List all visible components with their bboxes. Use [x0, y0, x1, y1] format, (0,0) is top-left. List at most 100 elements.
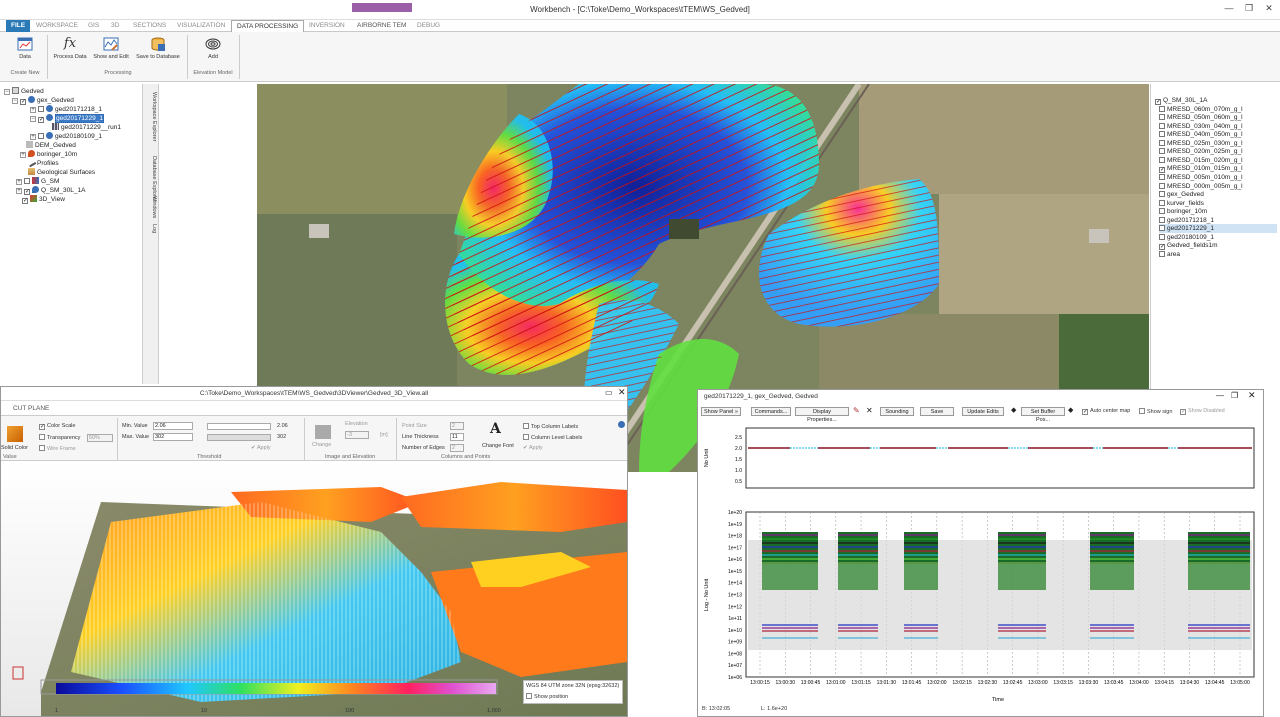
- help-icon[interactable]: [618, 421, 625, 428]
- layer-checkbox[interactable]: [1159, 182, 1165, 189]
- tree-item-boringer[interactable]: + boringer_10m: [20, 150, 77, 159]
- tree-item-profiles[interactable]: Profiles: [26, 157, 59, 168]
- collapse-icon[interactable]: −: [30, 116, 36, 122]
- wire-frame-option[interactable]: Wire Frame: [39, 445, 76, 452]
- transparency-select[interactable]: 50%: [87, 434, 113, 442]
- close-3d-icon[interactable]: ✕: [618, 387, 626, 397]
- layer-item[interactable]: MRESD_025m_030m_g_l: [1159, 139, 1243, 148]
- layer-item[interactable]: MRESD_050m_060m_g_l: [1159, 113, 1243, 122]
- add-elevation-model-button[interactable]: Add: [200, 36, 226, 60]
- delete-icon[interactable]: ✕: [866, 406, 873, 415]
- show-position-checkbox[interactable]: [526, 693, 532, 699]
- layer-item[interactable]: MRESD_010m_015m_g_l: [1159, 164, 1243, 174]
- layer-checkbox[interactable]: [1159, 216, 1165, 223]
- layer-checkbox[interactable]: [1159, 105, 1165, 112]
- layer-item[interactable]: Q_SM_30L_1A: [1155, 96, 1207, 105]
- tree-item-ged20171218[interactable]: + ged20171218_1: [30, 105, 102, 114]
- tree-checkbox[interactable]: [22, 198, 28, 204]
- point-size-input[interactable]: 2: [450, 422, 464, 430]
- layer-checkbox[interactable]: [1159, 173, 1165, 180]
- layer-item[interactable]: MRESD_000m_005m_g_l: [1159, 182, 1243, 191]
- minimize-button[interactable]: —: [1224, 3, 1234, 13]
- layer-item[interactable]: gex_Gedved: [1159, 190, 1204, 199]
- tab-file[interactable]: FILE: [6, 20, 31, 32]
- show-sign-checkbox[interactable]: [1139, 408, 1145, 414]
- tree-checkbox[interactable]: [24, 189, 30, 195]
- tab-debug[interactable]: DEBUG: [417, 22, 441, 29]
- previous-icon[interactable]: ◆: [1011, 407, 1017, 414]
- elevation-input[interactable]: -3: [345, 431, 369, 439]
- layer-item[interactable]: MRESD_060m_070m_g_l: [1159, 105, 1243, 114]
- tree-checkbox[interactable]: [38, 133, 44, 139]
- number-of-edges-input[interactable]: 2: [450, 444, 464, 452]
- layer-checkbox[interactable]: [1159, 167, 1165, 174]
- tree-item-dem[interactable]: DEM_Gedved: [26, 141, 76, 150]
- line-thickness-input[interactable]: 11: [450, 433, 464, 441]
- layer-item[interactable]: kurver_fields: [1159, 199, 1204, 208]
- layer-checkbox[interactable]: [1159, 244, 1165, 251]
- tab-log[interactable]: Log: [151, 224, 157, 234]
- column-level-labels-checkbox[interactable]: [523, 434, 529, 440]
- expand-icon[interactable]: +: [30, 107, 36, 113]
- layer-item[interactable]: Gedved_fields1m: [1159, 241, 1218, 251]
- layer-checkbox[interactable]: [1159, 233, 1165, 240]
- column-level-labels-option[interactable]: Column Level Labels: [523, 434, 582, 441]
- tree-checkbox[interactable]: [24, 178, 30, 184]
- show-and-edit-button[interactable]: Show and Edit: [91, 36, 131, 60]
- color-scale-option[interactable]: Color Scale: [39, 423, 75, 430]
- transparency-checkbox[interactable]: [39, 434, 45, 440]
- threshold-apply-button[interactable]: ✔ Apply: [251, 445, 271, 451]
- tab-workspace[interactable]: WORKSPACE: [36, 22, 78, 29]
- minimize-plot-icon[interactable]: —: [1216, 391, 1224, 400]
- layer-checkbox[interactable]: [1159, 208, 1165, 215]
- layer-checkbox[interactable]: [1155, 99, 1161, 105]
- data-plot[interactable]: 2.5 2.0 1.5 1.0 0.5 1e+20 1e+19 1e+18 1e+17 1e+1…: [698, 420, 1263, 705]
- layer-item[interactable]: MRESD_030m_040m_g_l: [1159, 122, 1243, 131]
- save-to-database-button[interactable]: Save to Database: [134, 36, 182, 60]
- show-disabled-option[interactable]: Show Disabled: [1180, 408, 1225, 415]
- layer-item[interactable]: MRESD_040m_050m_g_l: [1159, 130, 1243, 139]
- change-font-label[interactable]: Change Font: [482, 443, 514, 449]
- font-icon[interactable]: A: [490, 421, 501, 437]
- sounding-button[interactable]: Sounding: [880, 407, 914, 416]
- tree-item-geological-surfaces[interactable]: Geological Surfaces: [28, 168, 95, 177]
- layer-checkbox[interactable]: [1159, 114, 1165, 121]
- tab-cut-plane[interactable]: CUT PLANE: [13, 405, 50, 412]
- wire-frame-checkbox[interactable]: [39, 445, 45, 451]
- layer-checkbox[interactable]: [1159, 191, 1165, 198]
- tab-windows[interactable]: Windows: [151, 195, 157, 219]
- tab-airborne-tem[interactable]: AIRBORNE TEM: [357, 22, 407, 29]
- close-button[interactable]: ✕: [1265, 3, 1273, 13]
- top-column-labels-option[interactable]: Top Column Labels: [523, 423, 578, 430]
- layer-item[interactable]: ged20171218_1: [1159, 216, 1214, 225]
- tree-checkbox[interactable]: [38, 106, 44, 112]
- collapse-icon[interactable]: −: [4, 89, 10, 95]
- layer-checkbox[interactable]: [1159, 148, 1165, 155]
- expand-icon[interactable]: +: [20, 152, 26, 158]
- layer-checkbox[interactable]: [1159, 156, 1165, 163]
- tab-database-explorer[interactable]: Database Explorer: [151, 156, 157, 202]
- layer-checkbox[interactable]: [1159, 225, 1165, 232]
- layer-item[interactable]: MRESD_015m_020m_g_l: [1159, 156, 1243, 165]
- tree-root[interactable]: − Gedved: [4, 87, 44, 96]
- restore-button[interactable]: ❐: [1244, 3, 1254, 13]
- tree-item-q-sm[interactable]: + Q_SM_30L_1A: [16, 186, 85, 195]
- auto-center-checkbox[interactable]: [1082, 409, 1088, 415]
- edit-icon[interactable]: ✎: [853, 406, 860, 415]
- min-slider[interactable]: [207, 423, 271, 430]
- tab-workspace-explorer[interactable]: Workspace Explorer: [151, 92, 157, 142]
- layer-checkbox[interactable]: [1159, 199, 1165, 206]
- tree-item-g-sm[interactable]: + G_SM: [16, 177, 59, 186]
- layer-item[interactable]: MRESD_020m_025m_g_l: [1159, 147, 1243, 156]
- layer-item[interactable]: ged20180109_1: [1159, 233, 1214, 242]
- layer-item[interactable]: area: [1159, 250, 1180, 259]
- transparency-option[interactable]: Transparency: [39, 434, 80, 441]
- expand-icon[interactable]: +: [16, 188, 22, 194]
- tree-item-ged20171229[interactable]: − ged20171229_1: [30, 114, 104, 123]
- show-disabled-checkbox[interactable]: [1180, 409, 1186, 415]
- layer-item[interactable]: MRESD_005m_010m_g_l: [1159, 173, 1243, 182]
- display-properties-button[interactable]: Display Properties...: [795, 407, 849, 423]
- collapse-icon[interactable]: −: [12, 98, 18, 104]
- tab-gis[interactable]: GIS: [88, 22, 100, 29]
- restore-3d-icon[interactable]: ▭: [605, 388, 613, 397]
